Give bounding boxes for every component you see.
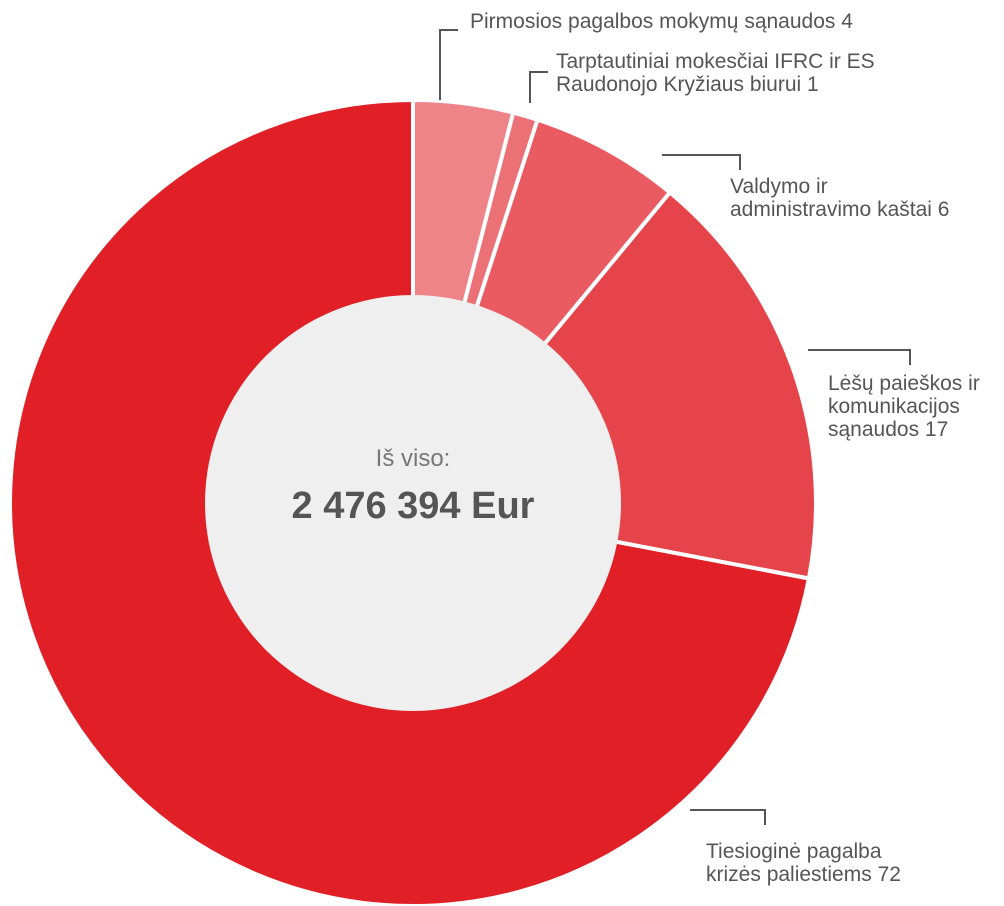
leader-line [439,29,458,100]
slice-label: Lėšų paieškos ir komunikacijos sąnaudos … [828,372,980,441]
slice-label: Tiesioginė pagalba krizės paliestiems 72 [706,840,901,886]
center-label: Iš viso: [376,445,451,472]
category-name: Valdymo ir administravimo kaštai [730,175,932,221]
leader-line [808,349,911,365]
value-label: 6 [937,198,950,221]
slice-label: Valdymo ir administravimo kaštai 6 [730,175,949,221]
leader-line [690,809,766,825]
category-name: Pirmosios pagalbos mokymų sąnaudos [470,10,836,33]
center-value: 2 476 394 Eur [292,485,535,527]
leader-line [529,71,548,103]
value-label: 17 [924,418,949,441]
category-name: Tarptautiniai mokesčiai IFRC ir ES Raudo… [556,50,875,96]
leader-line [662,154,741,170]
category-name: Lėšų paieškos ir komunikacijos sąnaudos [828,372,980,441]
value-label: 72 [877,863,901,886]
value-label: 1 [807,73,819,96]
donut-hole [205,295,621,711]
value-label: 4 [841,10,853,33]
slice-label: Pirmosios pagalbos mokymų sąnaudos 4 [470,10,853,33]
category-name: Tiesioginė pagalba krizės paliestiems [706,840,882,886]
slice-label: Tarptautiniai mokesčiai IFRC ir ES Raudo… [556,50,875,96]
